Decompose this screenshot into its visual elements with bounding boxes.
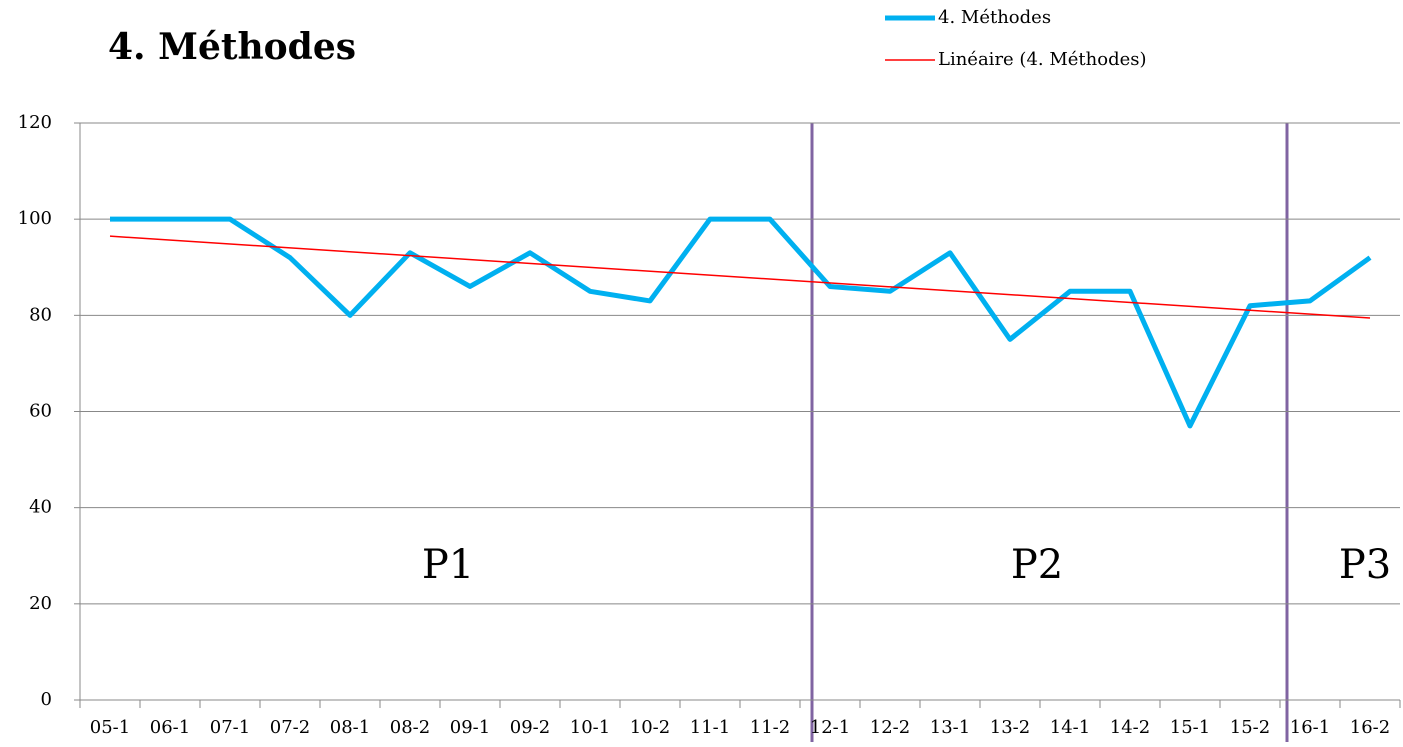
x-tick-label: 05-1: [90, 717, 130, 738]
legend-label: 4. Méthodes: [938, 7, 1051, 28]
y-tick-label: 120: [18, 112, 52, 133]
x-tick-label: 09-2: [510, 717, 550, 738]
x-tick-label: 08-2: [390, 717, 430, 738]
annotation: P2: [1011, 542, 1063, 588]
x-tick-label: 12-1: [810, 717, 850, 738]
y-tick-label: 0: [41, 689, 52, 710]
x-tick-label: 10-1: [570, 717, 610, 738]
x-tick-label: 09-1: [450, 717, 490, 738]
x-tick-label: 06-1: [150, 717, 190, 738]
x-tick-label: 11-2: [750, 717, 790, 738]
y-tick-label: 100: [18, 208, 52, 229]
x-tick-label: 08-1: [330, 717, 370, 738]
y-tick-label: 40: [29, 497, 52, 518]
x-tick-label: 16-1: [1290, 717, 1330, 738]
y-tick-label: 20: [29, 593, 52, 614]
x-tick-label: 14-1: [1050, 717, 1090, 738]
x-tick-label: 13-1: [930, 717, 970, 738]
x-tick-label: 07-2: [270, 717, 310, 738]
chart-title: 4. Méthodes: [108, 26, 356, 68]
x-tick-label: 10-2: [630, 717, 670, 738]
trendline: [109, 235, 1371, 319]
x-tick-label: 14-2: [1110, 717, 1150, 738]
data-line: [110, 216, 1372, 429]
x-tick-label: 13-2: [990, 717, 1030, 738]
x-tick-label: 07-1: [210, 717, 250, 738]
x-tick-label: 16-2: [1350, 717, 1390, 738]
x-tick-label: 15-1: [1170, 717, 1210, 738]
annotation: P3: [1339, 542, 1391, 588]
x-tick-label: 11-1: [690, 717, 730, 738]
x-tick-label: 15-2: [1230, 717, 1270, 738]
x-tick-label: 12-2: [870, 717, 910, 738]
annotation: P1: [422, 542, 474, 588]
y-tick-label: 60: [29, 401, 52, 422]
y-tick-label: 80: [29, 304, 52, 325]
legend-label: Linéaire (4. Méthodes): [938, 49, 1147, 70]
